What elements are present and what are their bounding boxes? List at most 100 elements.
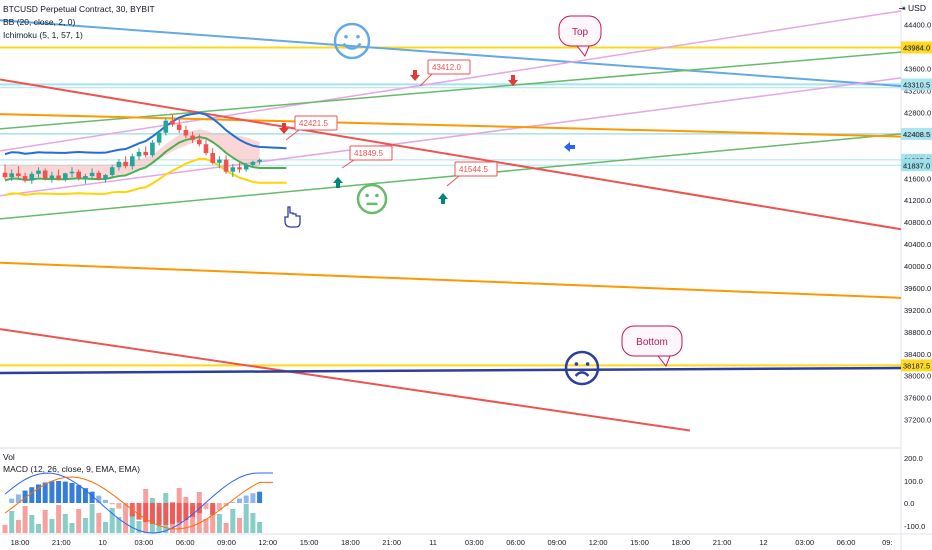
- time-tick-label: 21:00: [52, 538, 71, 547]
- time-tick-label: 18:00: [671, 538, 690, 547]
- currency-toggle[interactable]: ⇥ USD: [899, 3, 926, 14]
- callout-text: Bottom: [636, 337, 668, 348]
- arrow-shape: [564, 142, 575, 152]
- macd-histogram-bar: [62, 481, 68, 503]
- volume-bar: [223, 523, 229, 533]
- price-label: 43310.5: [903, 80, 930, 89]
- macd-histogram-bar: [183, 503, 189, 521]
- price-tag-pointer: [419, 73, 433, 87]
- down-arrow-icon: [410, 70, 420, 81]
- time-tick-label: 18:00: [11, 538, 30, 547]
- volume-bar: [136, 521, 142, 533]
- macd-histogram-bar: [136, 503, 142, 520]
- volume-bar: [62, 514, 68, 533]
- volume-bar: [15, 520, 21, 533]
- face-eye: [585, 362, 590, 366]
- time-tick-label: 03:00: [135, 538, 154, 547]
- macd-histogram-bar: [243, 495, 249, 503]
- macd-histogram-bar: [76, 485, 82, 503]
- happy-face-icon: [333, 22, 371, 60]
- currency-label: USD: [908, 3, 926, 13]
- arrow-shape: [333, 177, 343, 188]
- volume-bar: [76, 509, 82, 533]
- time-tick-label: 12: [759, 538, 767, 547]
- time-tick-label: 03:00: [795, 538, 814, 547]
- left-arrow-icon: [564, 142, 575, 152]
- face-eye: [356, 34, 360, 39]
- macd-tick-label: -100.0: [904, 522, 925, 531]
- macd-histogram-bar: [116, 503, 122, 509]
- price-tick-label: 42800.0: [904, 108, 931, 117]
- price-label: 43984.0: [903, 43, 930, 52]
- callout-tail: [575, 45, 590, 57]
- price-tick-label: 39200.0: [904, 306, 931, 315]
- time-tick-label: 21:00: [713, 538, 732, 547]
- macd-histogram-bar: [96, 495, 102, 503]
- candle-body: [250, 161, 256, 166]
- bollinger-lower-band: [4, 157, 287, 197]
- hand-shape: [284, 206, 301, 228]
- legend-symbol[interactable]: BTCUSD Perpetual Contract, 30, BYBIT: [3, 4, 155, 14]
- trendline-violet-upper: [0, 10, 902, 152]
- price-tick-label: 40800.0: [904, 218, 931, 227]
- volume-bar: [230, 509, 236, 533]
- candle-body: [217, 159, 222, 163]
- arrow-shape: [410, 70, 420, 81]
- macd-histogram-bar: [9, 498, 15, 503]
- macd-histogram-bar: [82, 488, 88, 503]
- up-arrow-icon: [333, 177, 343, 188]
- trendline-orange-lower: [0, 261, 902, 299]
- trendline-red-upper: [0, 78, 902, 231]
- candle-body: [190, 135, 195, 140]
- macd-histogram-bar: [237, 498, 242, 503]
- price-tag-box: [427, 59, 471, 75]
- volume-bar: [237, 518, 242, 533]
- candle-body: [83, 176, 88, 179]
- callout-box: [621, 325, 683, 357]
- price-tag-box: [454, 161, 498, 177]
- candle-body: [42, 170, 48, 179]
- candle-body: [237, 167, 242, 170]
- price-tick-label: 37600.0: [904, 394, 931, 403]
- legend-bb[interactable]: BB (20, close, 2, 0): [3, 17, 76, 27]
- arrow-shape: [508, 75, 518, 86]
- candle-body: [257, 159, 262, 162]
- candle-body: [210, 153, 215, 163]
- volume-bar: [250, 513, 256, 533]
- legend-vol[interactable]: Vol: [3, 452, 15, 462]
- volume-bar: [243, 504, 249, 533]
- time-tick-label: 09:: [882, 538, 892, 547]
- legend-macd[interactable]: MACD (12, 26, close, 9, EMA, EMA): [3, 464, 140, 474]
- macd-histogram-bar: [103, 499, 108, 503]
- candle-body: [143, 151, 148, 156]
- trendline-navy-base: [0, 366, 902, 375]
- candle-body: [29, 173, 35, 181]
- candles-group: [2, 114, 262, 184]
- volume-bar: [89, 504, 95, 533]
- legend-ichimoku[interactable]: Ichimoku (5, 1, 57, 1): [3, 30, 83, 40]
- price-tick-label: 44400.0: [904, 21, 931, 30]
- trendline-violet-lower: [0, 77, 902, 197]
- time-tick-label: 06:00: [176, 538, 195, 547]
- price-label-bg: [901, 78, 932, 91]
- time-tick-label: 12:00: [589, 538, 608, 547]
- time-tick-label: 06:00: [837, 538, 856, 547]
- price-tick-label: 39600.0: [904, 284, 931, 293]
- candle-body: [136, 151, 142, 157]
- price-tick-label: 38800.0: [904, 328, 931, 337]
- price-tick-label: 40000.0: [904, 262, 931, 271]
- arrow-shape: [279, 123, 289, 134]
- macd-histogram-bar: [143, 503, 149, 523]
- trendline-blue-descending: [0, 19, 902, 88]
- trendline-orange-upper: [0, 113, 902, 138]
- face-eye: [574, 362, 579, 366]
- volume-bar: [103, 522, 108, 533]
- candle-body: [170, 120, 175, 125]
- macd-histogram-bar: [163, 503, 169, 525]
- face-eye: [344, 34, 348, 39]
- price-tag-pointer: [341, 159, 355, 169]
- face-mouth: [574, 371, 590, 377]
- time-tick-label: 10: [98, 538, 106, 547]
